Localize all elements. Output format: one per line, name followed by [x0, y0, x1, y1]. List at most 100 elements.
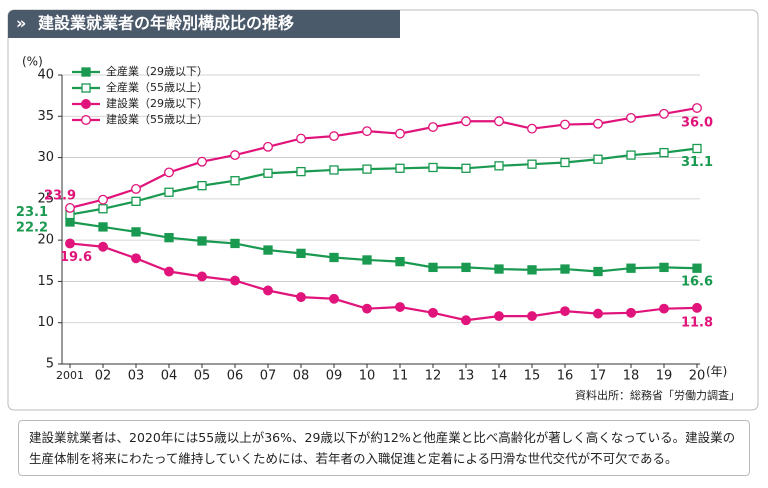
- y-tick-label: 5: [46, 357, 54, 372]
- point: [527, 123, 537, 134]
- point: [230, 238, 240, 249]
- point: [692, 263, 702, 273]
- point: [626, 112, 636, 123]
- x-tick-label: 05: [194, 369, 211, 384]
- value-label: 31.1: [681, 155, 713, 170]
- value-label: 23.1: [16, 205, 48, 220]
- point: [626, 307, 636, 318]
- point: [395, 128, 405, 139]
- point: [296, 248, 306, 259]
- point: [395, 256, 405, 267]
- point: [659, 108, 669, 119]
- y-tick-label: 30: [37, 150, 54, 165]
- x-tick-label: 04: [161, 369, 178, 384]
- point: [98, 241, 108, 252]
- point: [428, 162, 438, 173]
- point: [263, 245, 273, 255]
- x-tick-label: 2001: [56, 369, 84, 382]
- point: [65, 238, 75, 249]
- x-tick-label: 15: [524, 369, 541, 384]
- point: [527, 159, 537, 169]
- x-tick-label: 11: [392, 369, 409, 384]
- point: [461, 116, 471, 127]
- point: [98, 222, 108, 232]
- point: [560, 119, 570, 130]
- point: [593, 118, 603, 129]
- point: [626, 150, 636, 160]
- x-tick-label: 14: [491, 369, 508, 384]
- series-line: [69, 147, 698, 216]
- point: [98, 204, 108, 214]
- point: [131, 227, 141, 237]
- y-tick-label: 15: [37, 274, 54, 289]
- x-tick-label: 06: [227, 369, 244, 384]
- x-tick-label: 07: [260, 369, 277, 384]
- point: [527, 265, 537, 275]
- value-label: 36.0: [681, 116, 713, 131]
- point: [461, 163, 471, 173]
- legend-marker: [81, 83, 91, 93]
- point: [230, 275, 240, 286]
- point: [527, 311, 537, 322]
- title-icon: »: [16, 14, 26, 33]
- value-label: 16.6: [681, 275, 713, 290]
- point: [494, 161, 504, 171]
- value-label: 23.9: [44, 188, 76, 203]
- legend-label: 建設業（55歳以上）: [106, 112, 208, 126]
- point: [197, 236, 207, 246]
- chart-title: 建設業就業者の年齢別構成比の推移: [38, 14, 294, 33]
- y-tick-label: 20: [37, 233, 54, 248]
- point: [362, 164, 372, 174]
- point: [164, 266, 174, 277]
- y-tick-label: 40: [37, 68, 54, 83]
- legend-label: 全産業（29歳以下）: [106, 64, 208, 78]
- x-tick-label: 03: [128, 369, 145, 384]
- x-tick-label: 10: [359, 369, 376, 384]
- point: [461, 262, 471, 273]
- point: [428, 122, 438, 132]
- point: [197, 271, 207, 282]
- series-line: [69, 242, 698, 322]
- point: [428, 262, 438, 273]
- y-unit: (%): [22, 55, 43, 69]
- point: [626, 263, 636, 273]
- legend-marker: [81, 67, 91, 77]
- point: [560, 306, 570, 317]
- point: [230, 150, 240, 161]
- point: [164, 233, 174, 243]
- y-tick-label: 35: [37, 109, 54, 124]
- legend-marker: [81, 99, 91, 109]
- point: [230, 176, 240, 186]
- x-unit: (年): [706, 365, 727, 379]
- point: [692, 302, 702, 313]
- point: [494, 264, 504, 274]
- point: [329, 165, 339, 175]
- point: [362, 303, 372, 314]
- point: [692, 103, 702, 113]
- series-line: [69, 106, 698, 210]
- source: 資料出所：総務省「労働力調査」: [575, 388, 740, 402]
- legend-label: 建設業（29歳以下）: [106, 96, 208, 110]
- point: [560, 264, 570, 274]
- point: [329, 131, 339, 142]
- x-tick-label: 02: [95, 369, 112, 384]
- series-line: [69, 220, 698, 273]
- point: [560, 157, 570, 168]
- x-tick-label: 18: [623, 369, 640, 384]
- x-tick-label: 13: [458, 369, 475, 384]
- y-tick-label: 10: [37, 315, 54, 330]
- point: [296, 292, 306, 303]
- point: [428, 307, 438, 318]
- x-tick-label: 12: [425, 369, 442, 384]
- point: [593, 266, 603, 277]
- point: [329, 293, 339, 304]
- point: [164, 167, 174, 178]
- x-tick-label: 17: [590, 369, 607, 384]
- title-banner: [8, 10, 400, 38]
- point: [263, 285, 273, 296]
- value-label: 19.6: [60, 250, 92, 265]
- point: [197, 156, 207, 167]
- point: [692, 143, 702, 154]
- point: [296, 133, 306, 144]
